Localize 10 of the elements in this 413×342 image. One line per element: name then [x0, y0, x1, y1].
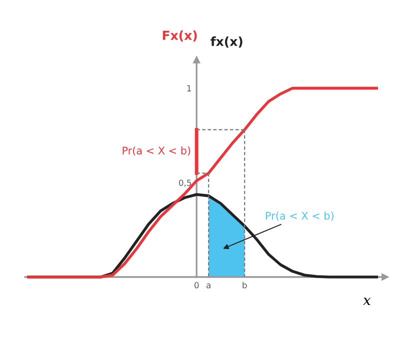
- x-axis-title: x: [363, 298, 371, 305]
- y-tick-label: 1: [187, 85, 191, 92]
- x-tick-label: a: [206, 284, 210, 288]
- annotation: Pr(a < X < b): [122, 146, 190, 156]
- annotation: Pr(a < X < b): [266, 212, 334, 221]
- text: fx(x): [210, 36, 242, 48]
- x-tick-label: b: [242, 282, 247, 288]
- y-tick-label: 0,5: [179, 180, 192, 187]
- y-axis-title: Fx(x): [162, 30, 197, 42]
- x-tick-label: 0: [194, 282, 199, 288]
